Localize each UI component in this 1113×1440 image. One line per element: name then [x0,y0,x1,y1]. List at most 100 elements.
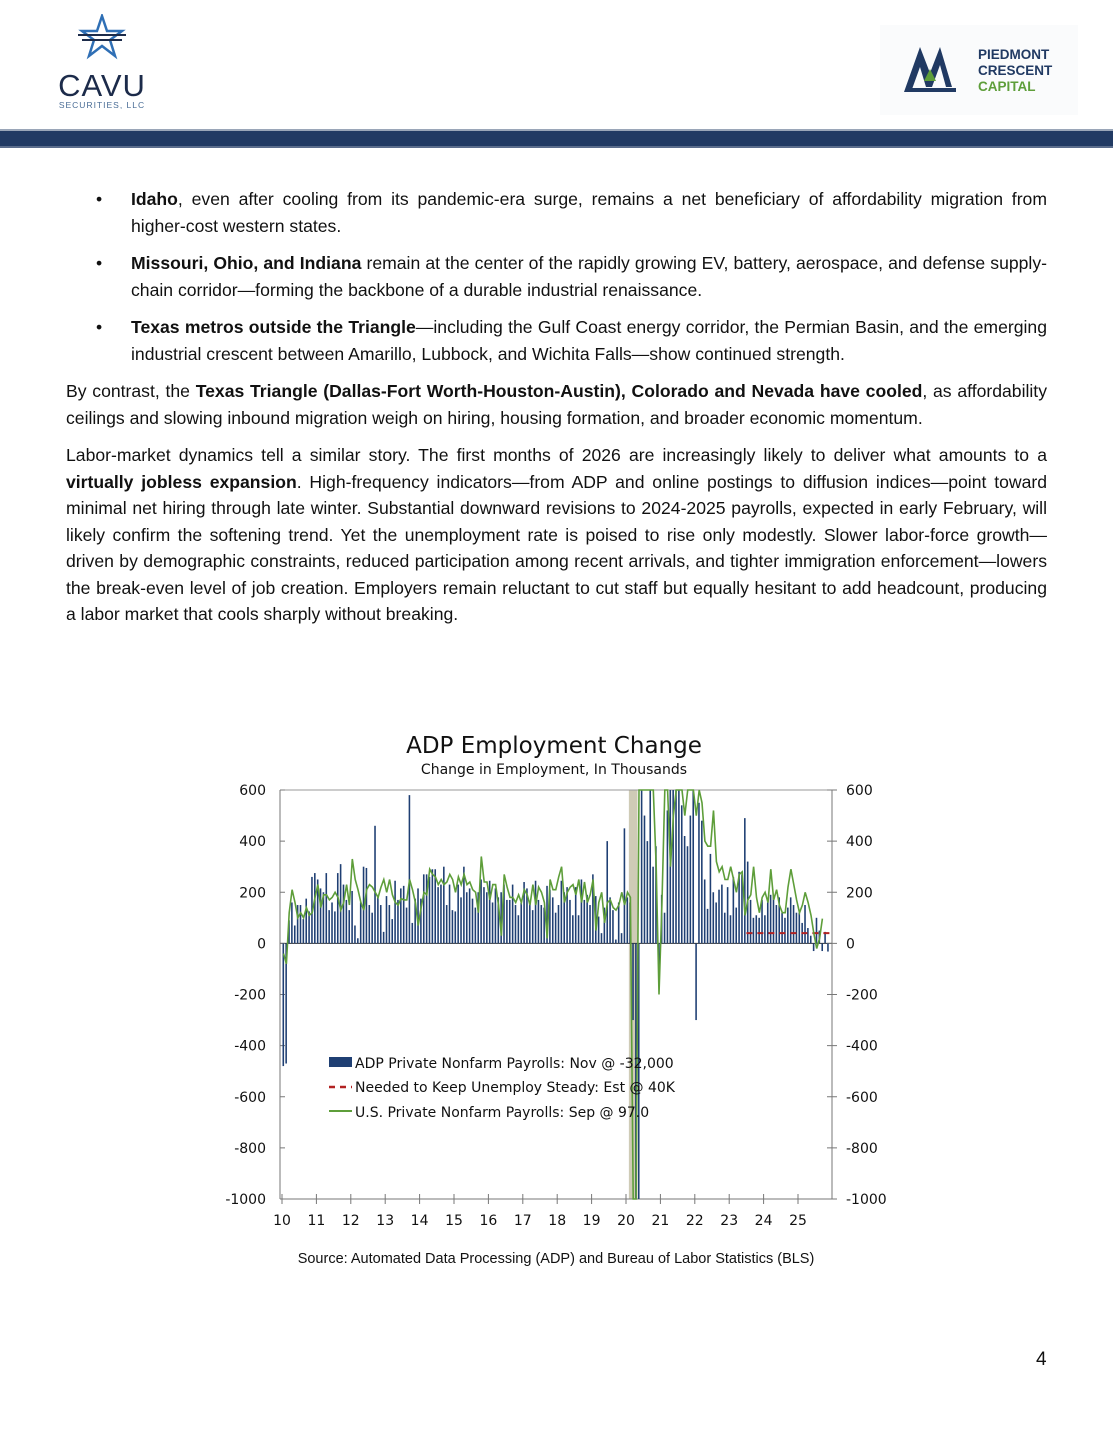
adp-bar [345,899,348,944]
bullet-text: , even after cooling from its pandemic-e… [131,189,1047,236]
adp-bar [646,841,649,944]
adp-bar [577,915,580,944]
adp-bar [715,902,717,944]
adp-bar [357,938,359,944]
adp-bar [572,915,574,944]
x-tick-label: 21 [651,1213,669,1229]
adp-bar [609,897,611,944]
adp-bar [368,905,371,944]
adp-bar [325,873,328,944]
adp-bar [488,880,491,944]
x-tick-label: 15 [445,1213,463,1229]
paragraph: By contrast, the Texas Triangle (Dallas-… [66,378,1047,431]
adp-bar [798,912,801,944]
adp-bar [293,925,296,944]
adp-bar [537,899,540,944]
adp-bar [615,939,617,944]
y-tick-label-right: -1000 [846,1192,887,1208]
adp-bar [589,905,591,944]
adp-bar [445,905,448,944]
y-tick-label-right: 200 [846,885,873,901]
adp-bar [440,884,442,944]
adp-bar [385,896,388,944]
adp-bar [600,933,603,944]
adp-bar [635,943,637,1199]
adp-bar [683,836,686,944]
paragraph-text: Labor-market dynamics tell a similar sto… [66,445,1047,465]
adp-bar [764,915,766,944]
adp-bar [603,907,606,944]
adp-bar [807,928,809,944]
adp-bar [465,892,468,944]
adp-bar [402,885,405,944]
adp-bar [735,907,738,944]
adp-bar [729,915,732,944]
adp-bar [637,943,640,1199]
x-tick-label: 13 [376,1213,394,1229]
adp-bar [551,897,554,944]
adp-bar [755,915,758,944]
adp-bar [594,896,597,944]
bullet-text: remain at the center of the rapidly grow… [131,253,1047,300]
y-tick-label-left: -400 [234,1039,266,1055]
adp-bar [706,908,709,944]
adp-bar [517,915,520,944]
adp-bar [701,820,703,944]
bullet-text: —including the Gulf Coast energy corrido… [131,317,1047,364]
adp-bar [752,917,755,944]
adp-bar [408,795,411,944]
y-tick-label-right: 0 [846,936,855,952]
adp-bar [334,911,336,944]
adp-bar [580,879,583,944]
adp-bar [643,815,646,944]
adp-bar [486,892,488,944]
adp-bar [787,907,789,944]
x-tick-label: 20 [617,1213,635,1229]
adp-bar [712,892,715,944]
adp-bar [497,897,500,944]
adp-bar [405,907,408,944]
adp-bar [365,867,368,944]
adp-bar [457,884,459,944]
bullet-item: • Texas metros outside the Triangle—incl… [66,314,1047,367]
chart-subtitle: Change in Employment, In Thousands [421,762,687,778]
paragraph-text: . High-frequency indicators—from ADP and… [66,471,1047,625]
svg-text:CRESCENT: CRESCENT [978,63,1053,78]
adp-bar [801,922,803,944]
adp-bar [775,905,778,944]
adp-bar [425,874,428,944]
adp-bar [296,905,299,944]
adp-bar [319,888,322,944]
adp-bar [675,790,677,944]
adp-bar [781,912,783,944]
adp-bar [434,869,437,944]
adp-bar [506,899,508,944]
adp-bar [382,931,385,944]
adp-bar [686,846,689,944]
adp-bar [468,888,471,944]
adp-bar [362,866,365,944]
y-tick-label-left: -600 [234,1090,266,1106]
y-tick-label-right: 600 [846,783,873,799]
adp-bar [721,884,723,944]
adp-bar [285,943,287,1064]
adp-bar [784,917,786,944]
adp-bar [666,810,669,944]
adp-bar [658,943,660,975]
adp-bar [529,902,531,944]
adp-bar [789,897,792,944]
svg-text:CAVU: CAVU [58,68,146,103]
adp-bar [557,905,560,944]
adp-bar [566,887,568,944]
bullet-icon: • [96,253,103,273]
body-text: • Idaho, even after cooling from its pan… [66,186,1047,639]
svg-text:CAPITAL: CAPITAL [978,79,1036,94]
adp-bar [766,902,769,944]
adp-bar [342,884,345,944]
adp-bar [282,943,285,1067]
adp-bar [827,943,829,952]
y-tick-label-left: -1000 [225,1192,266,1208]
adp-bar [815,917,818,944]
adp-bar [339,864,342,944]
adp-bar [672,790,674,944]
